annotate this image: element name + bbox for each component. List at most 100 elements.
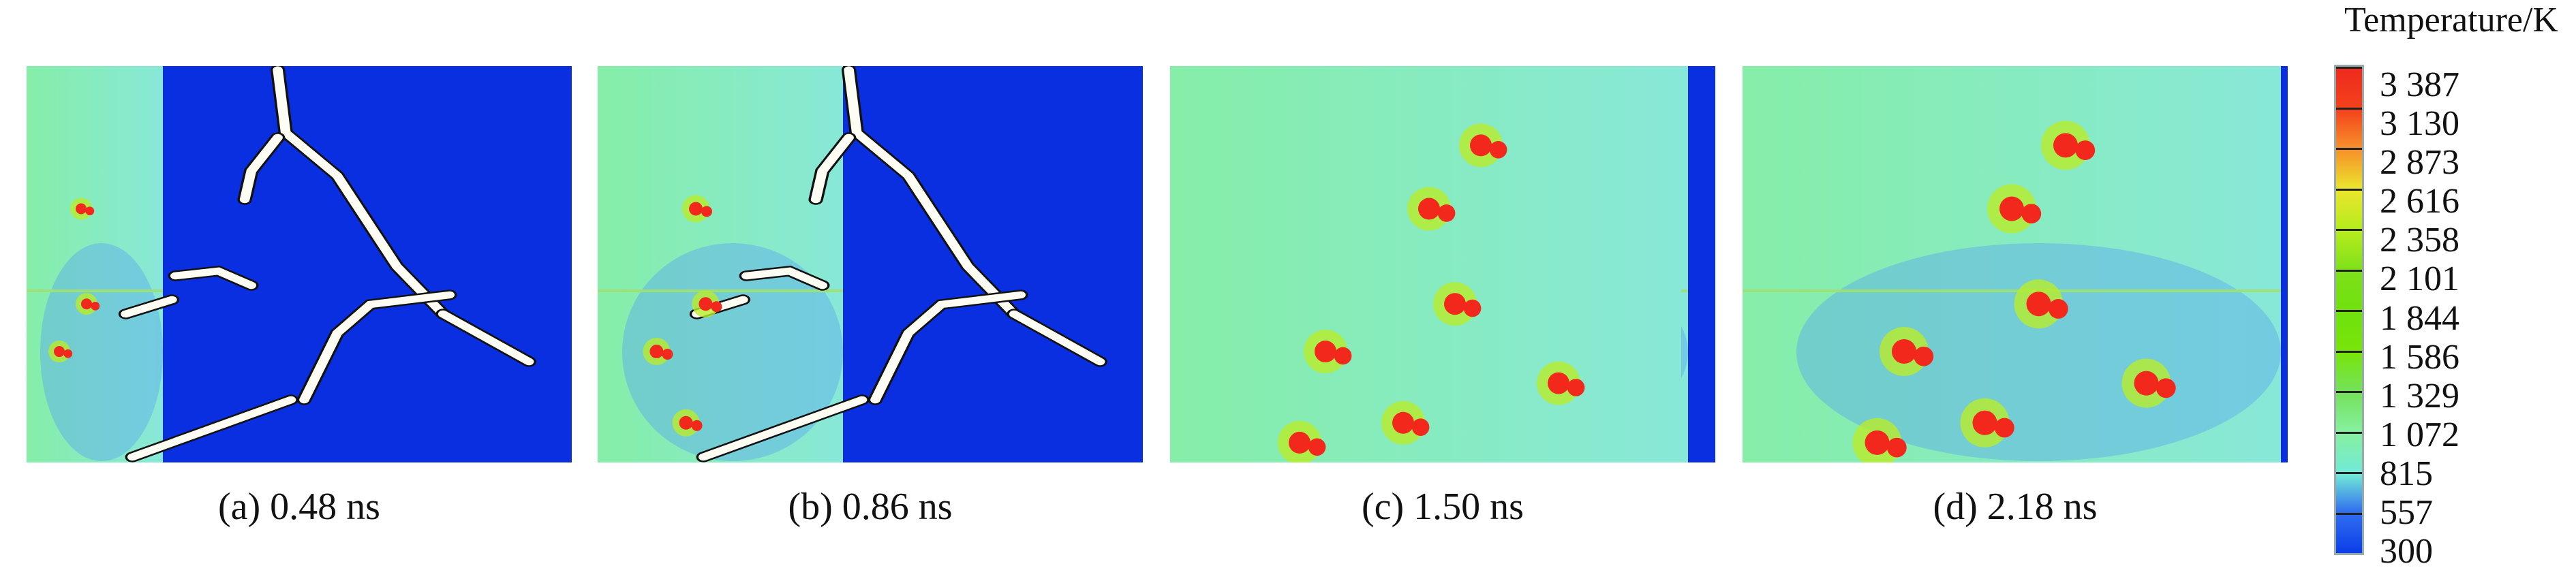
colorbar-tick-label: 300 [2380, 532, 2433, 571]
crack [438, 310, 534, 366]
colorbar-segment [2336, 188, 2362, 229]
colorbar-tick-label: 815 [2380, 454, 2433, 493]
colorbar [2334, 65, 2364, 555]
crack [698, 396, 868, 461]
caption-c: (c) 1.50 ns [1362, 486, 1524, 528]
hot-spot [1392, 411, 1414, 434]
crack [170, 267, 257, 289]
colorbar-segment [2336, 107, 2362, 148]
colorbar-tick-label: 557 [2380, 492, 2433, 532]
caption-d: (d) 2.18 ns [1933, 486, 2098, 528]
hot-spot [2021, 204, 2042, 224]
crack [127, 396, 296, 461]
crack [299, 291, 455, 404]
heated-region [598, 66, 843, 462]
hot-spot [63, 349, 73, 358]
hot-spot [81, 298, 92, 310]
hot-spot [1892, 339, 1916, 364]
hot-spot [85, 206, 95, 216]
hot-spot [1418, 198, 1440, 220]
crack [870, 291, 1026, 404]
crack [273, 66, 448, 318]
hot-spot [1308, 438, 1326, 456]
colorbar-tick-label: 2 101 [2380, 260, 2459, 299]
colorbar-tick-label: 1 072 [2380, 415, 2459, 454]
hot-spot [91, 302, 100, 311]
hot-spot [699, 297, 713, 311]
colorbar-tick-label: 1 586 [2380, 337, 2459, 377]
colorbar-tick-label: 3 387 [2380, 65, 2459, 104]
panel-c [1170, 66, 1715, 462]
hot-spot [1489, 141, 1507, 159]
colorbar-tick-label: 1 329 [2380, 376, 2459, 415]
crack [239, 134, 283, 204]
hot-spot [1444, 293, 1466, 315]
hot-spot [1334, 347, 1352, 365]
hot-spot [76, 203, 87, 215]
hot-spot [1470, 134, 1492, 157]
hot-spot [2026, 292, 2051, 317]
hot-spot [2048, 299, 2068, 319]
crack [844, 66, 1019, 318]
colorbar-tick-label: 3 130 [2380, 104, 2459, 144]
crack [810, 134, 854, 204]
temperature-field-c [1170, 66, 1715, 462]
hot-spot [679, 415, 693, 430]
heated-overlay [1170, 66, 1681, 462]
hot-spot [1548, 372, 1569, 394]
crack [741, 267, 828, 289]
hot-spot [649, 345, 664, 359]
heated-region [1743, 66, 2281, 462]
hot-spot [1886, 437, 1907, 458]
hot-spot [2075, 140, 2096, 160]
shock-zone [622, 243, 843, 461]
hot-spot [1567, 379, 1585, 396]
hot-spot [701, 206, 712, 217]
colorbar-segment [2336, 472, 2362, 513]
colorbar-segment [2336, 148, 2362, 189]
panel-b [598, 66, 1143, 462]
hot-spot [1463, 299, 1482, 317]
panel-a [27, 66, 572, 462]
heated-region [27, 66, 163, 462]
hot-spot [1437, 204, 1456, 222]
hot-spot [1994, 418, 2014, 438]
hot-spot [1914, 346, 1934, 366]
temperature-field-a [27, 66, 572, 462]
colorbar-tick-label: 1 844 [2380, 298, 2459, 338]
colorbar-segment [2336, 310, 2362, 351]
colorbar-tick-label: 2 358 [2380, 221, 2459, 260]
crack [1009, 310, 1105, 366]
hot-spot [1999, 196, 2024, 221]
colorbar-segment [2336, 269, 2362, 310]
hot-spot [2053, 133, 2078, 158]
colorbar-segment [2336, 512, 2362, 553]
hot-spot [2134, 371, 2159, 396]
colorbar-title: Temperature/K [2344, 1, 2558, 40]
panel-d [1743, 66, 2288, 462]
hot-spot [711, 301, 722, 313]
hot-spot [1972, 410, 1997, 435]
caption-b: (b) 0.86 ns [788, 486, 953, 528]
colorbar-segment [2336, 350, 2362, 391]
hot-spot [689, 202, 703, 216]
colorbar-segment [2336, 229, 2362, 270]
crack [121, 296, 177, 318]
hot-spot [691, 420, 703, 431]
hot-spot [1411, 418, 1430, 436]
hot-spot [1315, 341, 1336, 363]
colorbar-tick-label: 2 873 [2380, 143, 2459, 183]
hot-spot [54, 346, 65, 358]
caption-a: (a) 0.48 ns [218, 486, 380, 528]
hot-spot [1289, 431, 1310, 454]
crack-network [118, 66, 536, 462]
hot-spot [2156, 378, 2176, 398]
temperature-field-d [1743, 66, 2288, 462]
shock-zone [1796, 243, 2281, 461]
colorbar-tick-label: 2 616 [2380, 182, 2459, 221]
temperature-field-b [598, 66, 1143, 462]
shock-zone [40, 243, 163, 461]
colorbar-segment [2336, 431, 2362, 472]
hot-spot [1865, 430, 1890, 455]
hot-spot [662, 349, 673, 360]
